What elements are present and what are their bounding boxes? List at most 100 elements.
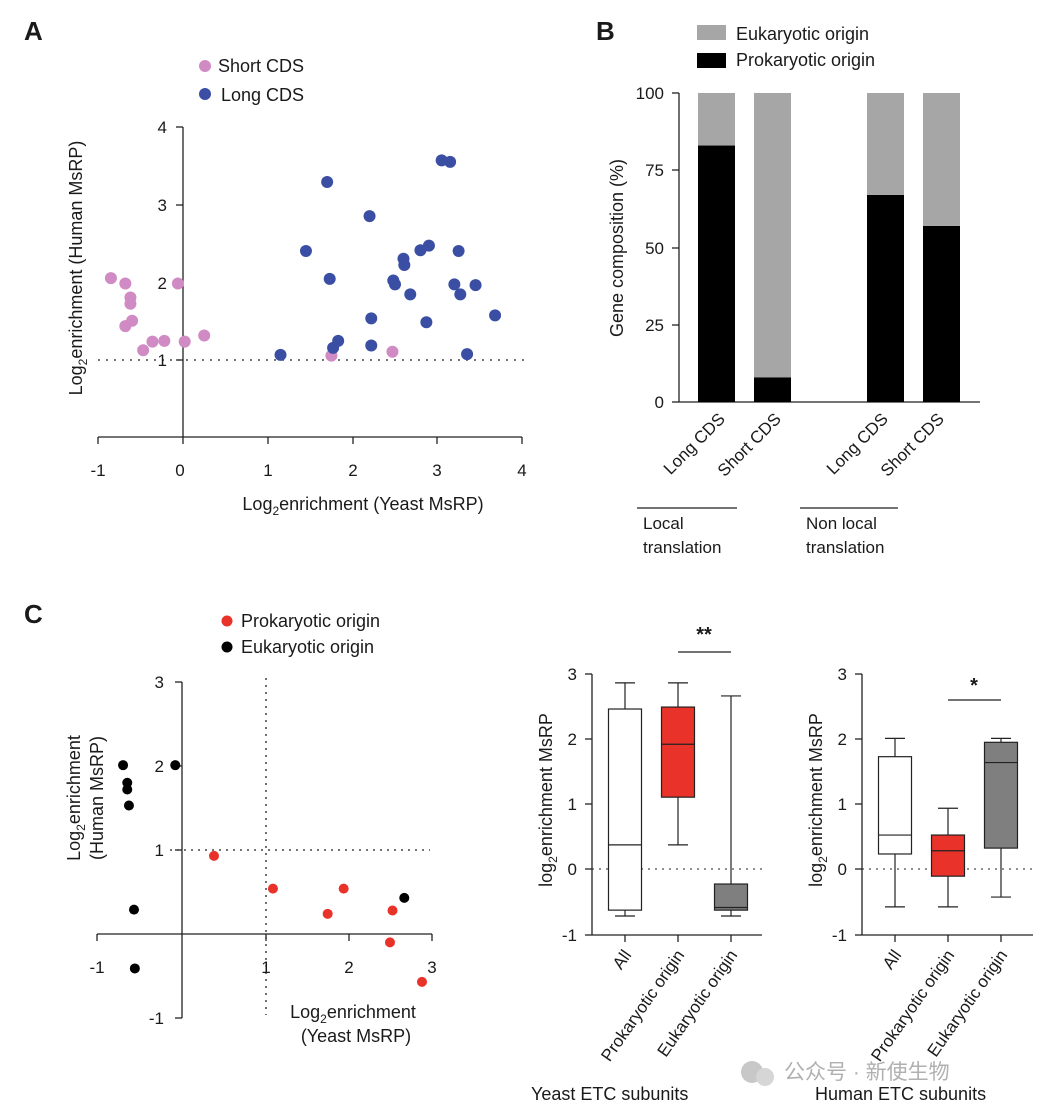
ch-box-all	[877, 756, 913, 855]
b-bar-eukaryotic-origin	[754, 93, 791, 378]
panel-c: C Prokaryotic origin Eukaryotic origin -…	[24, 599, 437, 1046]
legend-b-eukaryotic-label: Eukaryotic origin	[736, 24, 869, 44]
cy-ytick-label: 0	[568, 860, 577, 879]
ch-box-eukaryotic-origin	[983, 741, 1019, 849]
legend-c-eukaryotic-marker	[221, 641, 233, 653]
a-x-axis-title: Log2enrichment (Yeast MsRP)	[242, 494, 483, 518]
ch-ytick-label: 0	[838, 860, 847, 879]
a-y-ticks: 1 2 3 4	[158, 118, 183, 370]
a-y-axis-title: Log2enrichment (Human MsRP)	[66, 141, 90, 396]
b-group-label-local-line2: translation	[643, 538, 721, 557]
a-xtick-label: 2	[348, 461, 357, 480]
c-box-yeast: -1 0 1 2 3 log2enrichment MsRP All Proka…	[531, 624, 762, 1104]
a-point-long-cds	[454, 288, 467, 301]
b-bar-prokaryotic-origin	[698, 145, 735, 402]
c-point-eukaryotic-origin	[123, 800, 134, 811]
legend-a-short-cds-label: Short CDS	[218, 56, 304, 76]
c-ytick-label: -1	[149, 1009, 164, 1028]
c-y-axis-title-line2: (Human MsRP)	[87, 736, 107, 860]
a-point-long-cds	[444, 155, 457, 168]
ch-x-ticks	[894, 935, 1002, 942]
c-point-eukaryotic-origin	[170, 760, 181, 771]
a-xtick-label: 4	[517, 461, 526, 480]
panel-a: A Short CDS Long CDS 1 2 3 4	[24, 16, 527, 518]
a-point-short-cds	[198, 329, 211, 342]
ch-y-ticks: -1 0 1 2 3	[832, 665, 862, 945]
c-point-eukaryotic-origin	[129, 904, 140, 915]
a-xtick-label: 3	[432, 461, 441, 480]
a-point-short-cds	[119, 277, 132, 290]
panel-a-label: A	[24, 16, 43, 46]
c-point-eukaryotic-origin	[118, 760, 129, 771]
cy-x-ticks	[624, 935, 732, 942]
c-point-prokaryotic-origin	[208, 850, 219, 861]
cy-box-all	[607, 708, 643, 911]
c-point-prokaryotic-origin	[384, 937, 395, 948]
a-point-long-cds	[448, 278, 461, 291]
cy-category-label: All	[609, 946, 635, 972]
a-x-ticks: -1 0 1 2 3 4	[90, 437, 527, 480]
b-group-label-local-line1: Local	[643, 514, 684, 533]
cy-y-axis-title: log2enrichment MsRP	[536, 713, 560, 887]
a-point-short-cds	[158, 334, 171, 347]
legend-c-prokaryotic-label: Prokaryotic origin	[241, 611, 380, 631]
b-ytick-label: 50	[645, 239, 664, 258]
legend-a-short-cds-marker	[199, 60, 211, 72]
c-x-axis-title-line2: (Yeast MsRP)	[301, 1026, 411, 1046]
a-point-long-cds	[404, 288, 417, 301]
cy-ytick-label: 1	[568, 795, 577, 814]
b-group-label-nonlocal-line2: translation	[806, 538, 884, 557]
panel-b-label: B	[596, 16, 615, 46]
a-xtick-label: -1	[90, 461, 105, 480]
ch-ytick-label: 1	[838, 795, 847, 814]
a-point-long-cds	[332, 334, 345, 347]
a-point-short-cds	[124, 297, 137, 310]
c-ytick-label: 2	[155, 757, 164, 776]
a-xtick-label: 1	[263, 461, 272, 480]
c-y-axis-title: Log2enrichment	[64, 735, 88, 861]
a-point-short-cds	[119, 320, 132, 333]
c-point-prokaryotic-origin	[387, 905, 398, 916]
c-point-eukaryotic-origin	[122, 784, 133, 795]
c-point-eukaryotic-origin	[399, 892, 410, 903]
c-ytick-label: 1	[155, 841, 164, 860]
a-point-long-cds	[461, 348, 474, 361]
b-bar-eukaryotic-origin	[923, 93, 960, 226]
c-point-prokaryotic-origin	[338, 883, 349, 894]
a-point-long-cds	[323, 272, 336, 285]
a-point-long-cds	[365, 312, 378, 325]
cy-box-prokaryotic-origin	[660, 706, 696, 798]
c-point-eukaryotic-origin	[129, 963, 140, 974]
c-point-prokaryotic-origin	[267, 883, 278, 894]
c-xtick-label: -1	[89, 958, 104, 977]
b-bar-eukaryotic-origin	[698, 93, 735, 146]
c-x-axis-title: Log2enrichment	[290, 1002, 416, 1026]
ch-ytick-label: 3	[838, 665, 847, 684]
a-point-long-cds	[274, 348, 287, 361]
c-xtick-label: 3	[427, 958, 436, 977]
a-point-long-cds	[420, 316, 433, 329]
legend-b-eukaryotic-swatch	[697, 25, 726, 40]
a-scatter-points	[104, 154, 502, 362]
c-y-ticks: -1 1 2 3	[149, 673, 182, 1028]
ch-box-prokaryotic-origin	[930, 834, 966, 877]
watermark-text: 公众号 · 新使生物	[784, 1061, 950, 1084]
a-ytick-label: 1	[158, 351, 167, 370]
legend-a-long-cds-marker	[199, 88, 211, 100]
a-point-long-cds	[452, 245, 465, 257]
a-point-long-cds	[398, 258, 411, 271]
a-point-long-cds	[365, 339, 378, 352]
b-ytick-label: 100	[636, 84, 664, 103]
legend-c-eukaryotic-label: Eukaryotic origin	[241, 637, 374, 657]
a-ytick-label: 2	[158, 274, 167, 293]
ch-category-label: All	[879, 946, 905, 972]
cy-box-eukaryotic-origin	[713, 883, 749, 911]
c-box-human: -1 0 1 2 3 log2enrichment MsRP All Proka…	[806, 665, 1033, 1104]
ch-significance-label: *	[970, 675, 978, 697]
c-scatter-points	[118, 760, 427, 987]
ch-boxes	[877, 737, 1019, 908]
cy-boxes	[607, 682, 749, 917]
c-xtick-label: 2	[344, 958, 353, 977]
watermark: 公众号 · 新使生物	[741, 1061, 950, 1086]
